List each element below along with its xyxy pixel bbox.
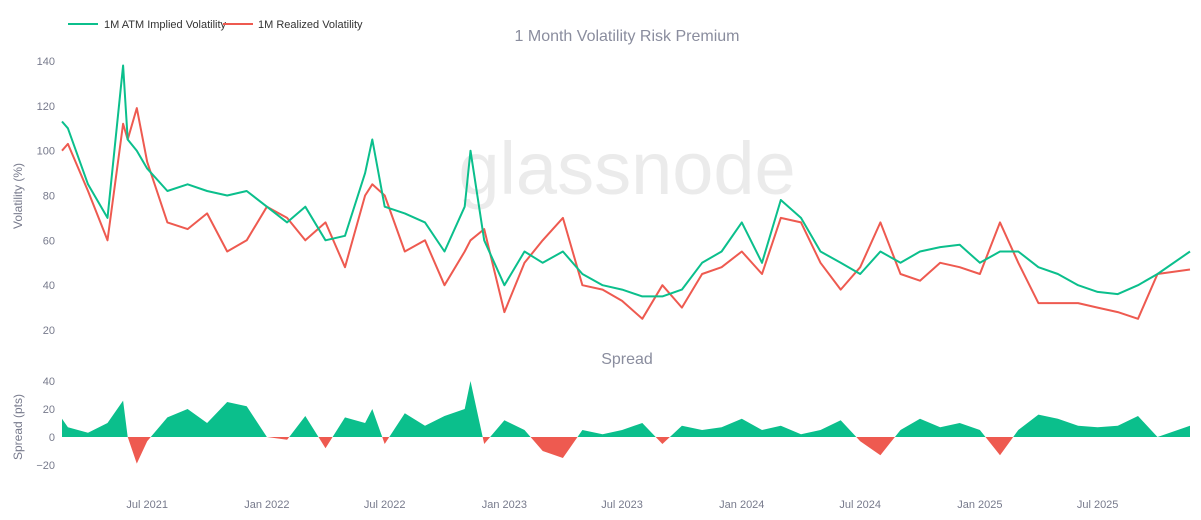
y-tick-label: 100 xyxy=(37,146,55,158)
legend[interactable]: 1M ATM Implied Volatility 1M Realized Vo… xyxy=(68,19,363,31)
x-tick-label: Jan 2023 xyxy=(482,499,527,511)
spread-y-tick-label: 40 xyxy=(43,376,55,388)
x-tick-label: Jul 2021 xyxy=(126,499,168,511)
realized-volatility-line xyxy=(61,107,1191,320)
x-axis-ticks: Jul 2021 Jan 2022 Jul 2022 Jan 2023 Jul 2023… xyxy=(126,499,1118,511)
implied-volatility-line xyxy=(61,64,1191,298)
spread-title: Spread xyxy=(601,351,653,368)
x-tick-label: Jan 2022 xyxy=(244,499,289,511)
volatility-y-ticks: 20 40 60 80 100 120 140 xyxy=(37,56,55,337)
spread-y-tick-label: −20 xyxy=(36,460,55,472)
y-tick-label: 20 xyxy=(43,325,55,337)
legend-implied-label[interactable]: 1M ATM Implied Volatility xyxy=(104,19,227,31)
x-tick-label: Jan 2024 xyxy=(719,499,764,511)
x-tick-label: Jul 2024 xyxy=(839,499,881,511)
x-tick-label: Jul 2022 xyxy=(364,499,406,511)
glassnode-watermark: glassnode xyxy=(458,127,795,210)
x-tick-label: Jul 2025 xyxy=(1077,499,1119,511)
y-tick-label: 120 xyxy=(37,101,55,113)
y-tick-label: 140 xyxy=(37,56,55,68)
y-tick-label: 40 xyxy=(43,280,55,292)
x-tick-label: Jan 2025 xyxy=(957,499,1002,511)
volatility-axis-label: Volatility (%) xyxy=(11,163,25,229)
x-tick-label: Jul 2023 xyxy=(601,499,643,511)
y-tick-label: 80 xyxy=(43,191,55,203)
y-tick-label: 60 xyxy=(43,235,55,247)
spread-axis-label: Spread (pts) xyxy=(11,394,25,460)
legend-realized-label[interactable]: 1M Realized Volatility xyxy=(258,19,363,31)
spread-y-tick-label: 0 xyxy=(49,432,55,444)
spread-y-ticks: −20 0 20 40 xyxy=(36,376,55,472)
spread-positive-area xyxy=(62,381,1190,437)
chart-title: 1 Month Volatility Risk Premium xyxy=(515,28,740,45)
spread-area xyxy=(62,381,1190,464)
spread-y-tick-label: 20 xyxy=(43,404,55,416)
volatility-lines xyxy=(61,64,1191,320)
